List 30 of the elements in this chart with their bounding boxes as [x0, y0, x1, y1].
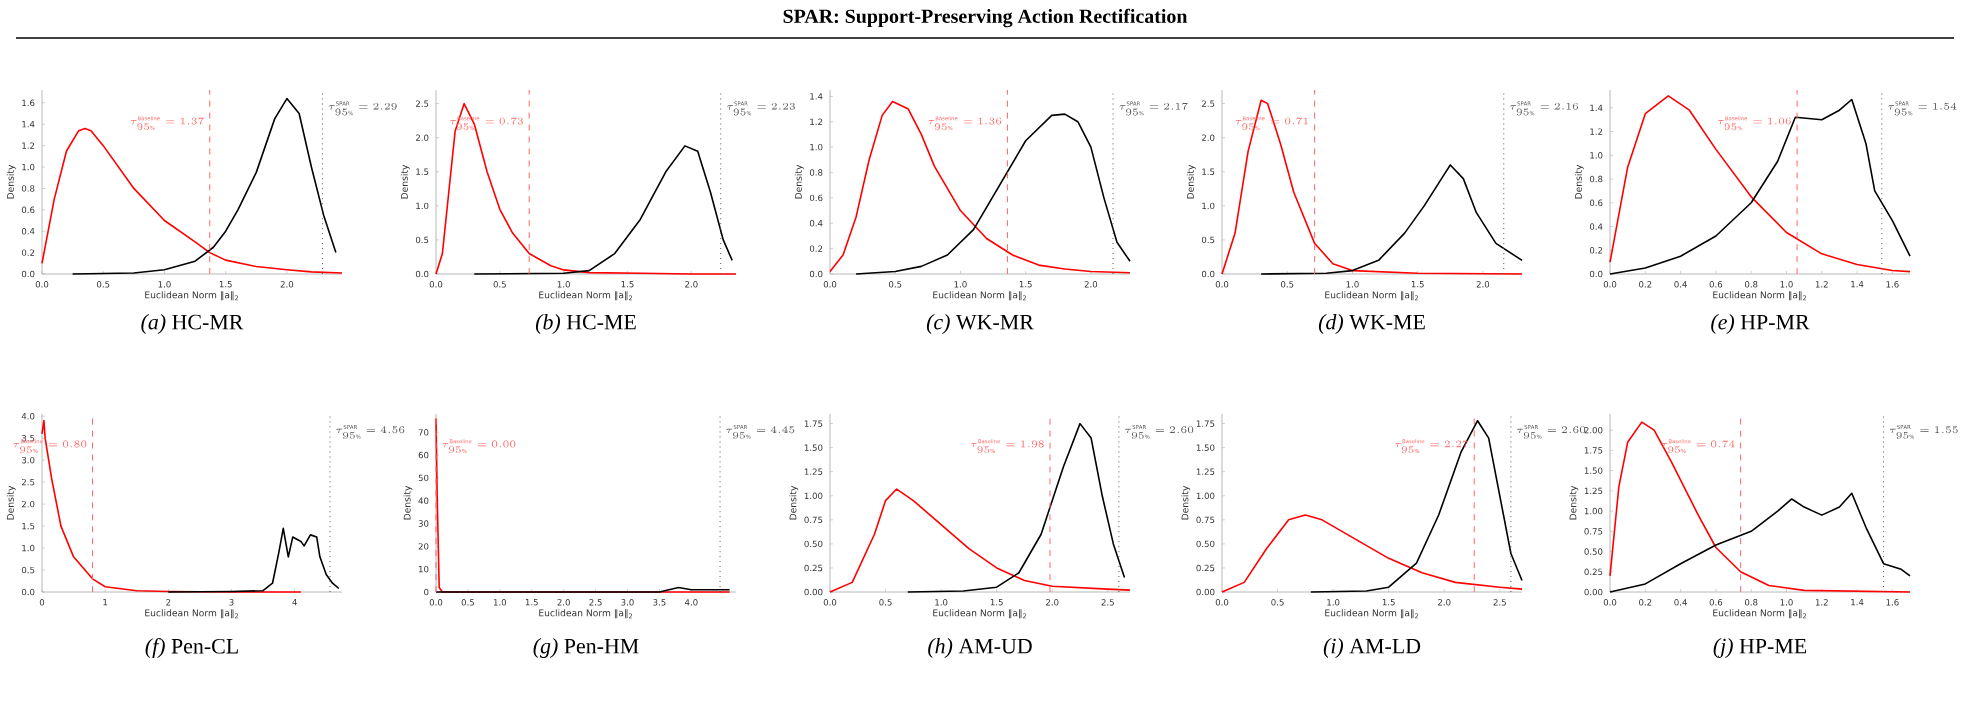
text: (b) HC-ME	[535, 314, 636, 334]
ref-line-label: $\tau^{\mathrm{SPAR}}_{95\%} = 4.45$	[726, 424, 795, 439]
ref-line-label: $\tau^{\mathrm{Baseline}}_{95\%} = 0.00$	[442, 439, 516, 454]
ref-line-label: $\tau^{\mathrm{SPAR}}_{95\%} = 1.54$	[1888, 101, 1957, 116]
ref-line-label: $\tau^{\mathrm{Baseline}}_{95\%} = 1.37$	[130, 116, 204, 131]
line-series	[167, 527, 340, 593]
ref-line-label: $\tau^{\mathrm{SPAR}}_{95\%} = 2.16$	[1510, 101, 1579, 116]
text: (i) AM-LD	[1323, 638, 1421, 658]
line-series	[473, 145, 733, 275]
ref-line-label: $\tau^{\mathrm{Baseline}}_{95\%} = 1.36$	[928, 116, 1002, 131]
ref-line-label: $\tau^{\mathrm{SPAR}}_{95\%} = 2.17$	[1119, 101, 1188, 116]
text: (g) Pen-HM	[533, 638, 639, 658]
text: SPAR: Support-Preserving Action Rectification	[783, 8, 1188, 28]
ref-line-label: $\tau^{\mathrm{SPAR}}_{95\%} = 2.29$	[328, 101, 397, 116]
ref-line-label: $\tau^{\mathrm{Baseline}}_{95\%} = 1.98$	[970, 439, 1044, 454]
text: (c) WK-MR	[926, 314, 1034, 334]
text: (h) AM-UD	[928, 638, 1032, 658]
ref-line-label: $\tau^{\mathrm{SPAR}}_{95\%} = 2.60$	[1125, 424, 1194, 439]
line-series	[1260, 164, 1523, 275]
text: (j) HP-ME	[1713, 638, 1807, 658]
ref-line-label: $\tau^{\mathrm{SPAR}}_{95\%} = 1.55$	[1889, 424, 1958, 439]
ref-line-label: $\tau^{\mathrm{SPAR}}_{95\%} = 2.60$	[1517, 424, 1586, 439]
text: (e) HP-MR	[1711, 314, 1810, 334]
ref-line-label: $\tau^{\mathrm{Baseline}}_{95\%} = 1.06$	[1717, 116, 1791, 131]
text: (a) HC-MR	[141, 314, 244, 334]
text: (f) Pen-CL	[145, 637, 238, 659]
ref-line-label: $\tau^{\mathrm{SPAR}}_{95\%} = 2.23$	[726, 101, 795, 116]
ref-line-label: $\tau^{\mathrm{SPAR}}_{95\%} = 4.56$	[336, 424, 405, 439]
line-series	[906, 422, 1126, 593]
text: (d) WK-ME	[1318, 314, 1425, 334]
